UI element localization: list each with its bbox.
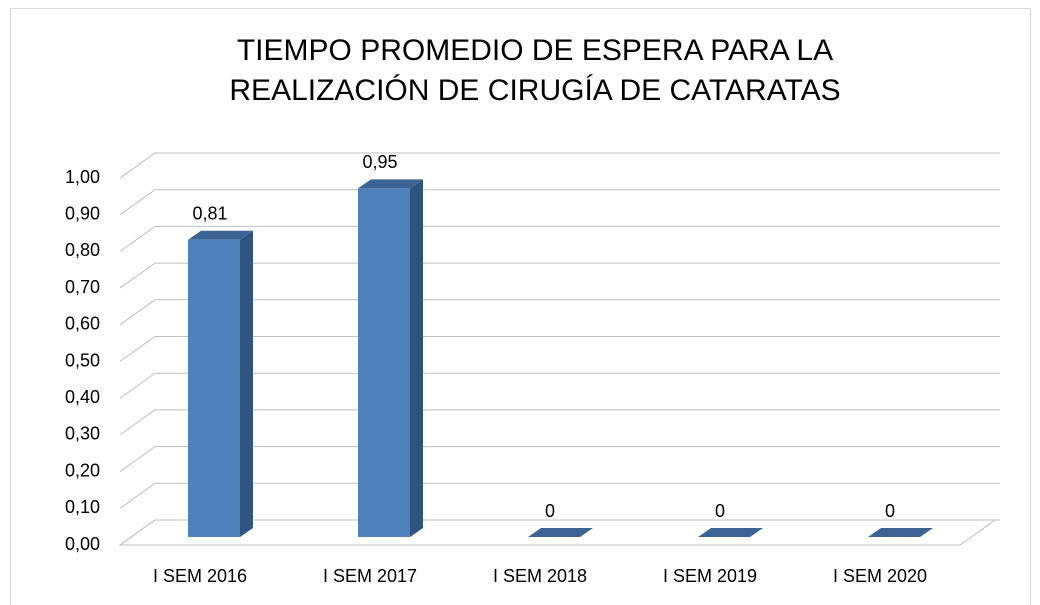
bar-face [188, 239, 240, 538]
bar [698, 528, 763, 537]
bar [528, 528, 593, 537]
bar-face [528, 528, 593, 537]
y-tick-label: 0,30 [65, 424, 100, 444]
bar [188, 230, 253, 538]
chart-title: REALIZACIÓN DE CIRUGÍA DE CATARATAS [229, 74, 840, 107]
y-tick-label: 0,60 [65, 314, 100, 334]
bar-face [358, 179, 423, 189]
grid-line [119, 409, 1000, 436]
value-label: 0,95 [362, 152, 397, 172]
grid-line [119, 519, 1000, 546]
grid-line [119, 446, 1000, 473]
grid-line [119, 189, 1000, 216]
y-tick-label: 0,10 [65, 497, 100, 517]
chart-title: TIEMPO PROMEDIO DE ESPERA PARA LA [237, 34, 833, 67]
bar-face [240, 230, 253, 538]
bar [868, 528, 933, 537]
bar-face [358, 188, 410, 537]
bar-face [410, 179, 423, 537]
grid-line [119, 299, 1000, 326]
y-tick-label: 1,00 [65, 167, 100, 187]
bar-face [188, 230, 253, 240]
y-tick-label: 0,70 [65, 277, 100, 297]
y-tick-label: 0,50 [65, 350, 100, 370]
grid-line [119, 372, 1000, 399]
bar-face [698, 528, 763, 537]
y-tick-label: 0,20 [65, 460, 100, 480]
value-label: 0 [885, 501, 895, 521]
value-label: 0,81 [192, 203, 227, 223]
value-label: 0 [545, 501, 555, 521]
x-tick-label: I SEM 2019 [663, 566, 757, 586]
y-tick-label: 0,40 [65, 387, 100, 407]
value-label: 0 [715, 501, 725, 521]
bar-face [868, 528, 933, 537]
y-tick-label: 0,90 [65, 203, 100, 223]
grid-line [119, 336, 1000, 362]
grid-line [119, 225, 1000, 252]
chart-border [10, 8, 1031, 605]
bar [358, 179, 423, 537]
x-tick-label: I SEM 2017 [323, 566, 417, 586]
grid-line [119, 152, 1000, 179]
grid-line [119, 482, 1000, 509]
x-tick-label: I SEM 2020 [833, 566, 927, 586]
x-tick-label: I SEM 2018 [493, 566, 587, 586]
grid-line [119, 262, 1000, 289]
y-tick-label: 0,00 [65, 534, 100, 554]
y-tick-label: 0,80 [65, 240, 100, 260]
x-tick-label: I SEM 2016 [153, 566, 247, 586]
